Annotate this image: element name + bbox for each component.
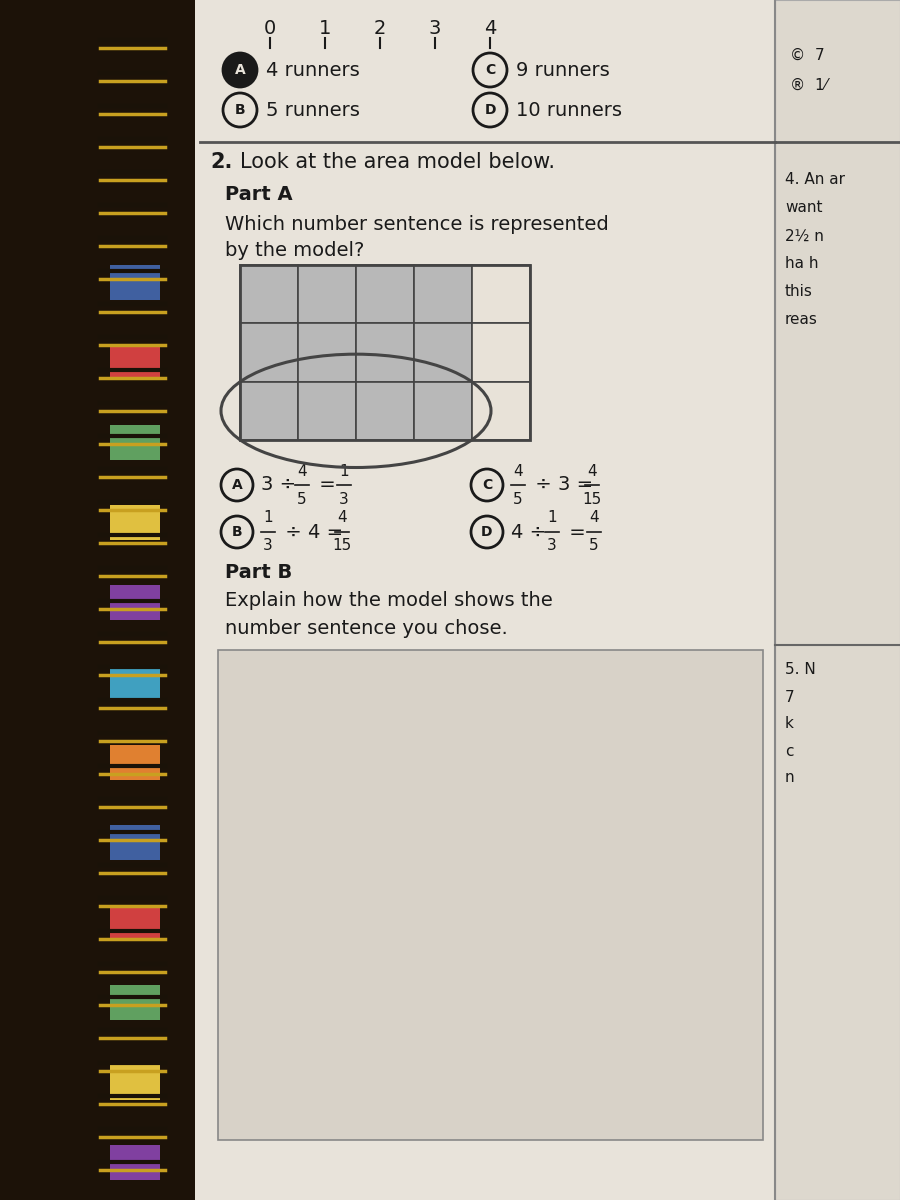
- Text: Part B: Part B: [225, 563, 292, 582]
- Text: ©  7: © 7: [790, 48, 824, 62]
- Bar: [298, 382, 356, 440]
- Bar: [414, 265, 472, 323]
- Text: A: A: [235, 62, 246, 77]
- Bar: [110, 1066, 160, 1100]
- Text: 3: 3: [547, 539, 557, 553]
- Text: 4. An ar: 4. An ar: [785, 173, 845, 187]
- Text: 3: 3: [263, 539, 273, 553]
- Text: C: C: [485, 62, 495, 77]
- Text: 4 runners: 4 runners: [266, 60, 360, 79]
- Bar: [298, 265, 356, 323]
- Text: 1: 1: [339, 463, 349, 479]
- Bar: [775, 0, 900, 1200]
- Bar: [110, 425, 160, 460]
- Text: want: want: [785, 200, 823, 216]
- Text: 9 runners: 9 runners: [516, 60, 610, 79]
- Text: 4: 4: [587, 463, 597, 479]
- Text: 2: 2: [374, 18, 386, 37]
- Text: 4: 4: [297, 463, 307, 479]
- Bar: [218, 650, 763, 1140]
- Text: 2½ n: 2½ n: [785, 228, 824, 244]
- Text: ha h: ha h: [785, 257, 818, 271]
- Text: B: B: [235, 103, 246, 116]
- Text: Part A: Part A: [225, 186, 292, 204]
- Text: Look at the area model below.: Look at the area model below.: [240, 152, 555, 172]
- Bar: [472, 323, 530, 382]
- Bar: [240, 323, 298, 382]
- Bar: [195, 0, 775, 1200]
- Text: c: c: [785, 744, 794, 758]
- Text: 3 ÷: 3 ÷: [261, 475, 302, 494]
- Text: 10 runners: 10 runners: [516, 101, 622, 120]
- Bar: [110, 265, 160, 300]
- Circle shape: [223, 53, 257, 86]
- Text: 2.: 2.: [210, 152, 232, 172]
- Text: C: C: [482, 478, 492, 492]
- Text: 1: 1: [547, 510, 557, 526]
- Text: 4: 4: [338, 510, 346, 526]
- Text: 4: 4: [590, 510, 598, 526]
- Text: k: k: [785, 716, 794, 732]
- Text: 15: 15: [582, 492, 601, 506]
- Bar: [240, 382, 298, 440]
- Text: 1: 1: [319, 18, 331, 37]
- Text: reas: reas: [785, 312, 818, 328]
- Text: D: D: [484, 103, 496, 116]
- Bar: [240, 265, 530, 440]
- Text: 3: 3: [428, 18, 441, 37]
- Text: 4: 4: [484, 18, 496, 37]
- Bar: [472, 382, 530, 440]
- Bar: [110, 505, 160, 540]
- Text: by the model?: by the model?: [225, 240, 364, 259]
- Text: =: =: [313, 475, 342, 494]
- Text: D: D: [482, 526, 493, 539]
- Text: ®  1⁄: ® 1⁄: [790, 78, 827, 92]
- Text: 1: 1: [263, 510, 273, 526]
- Text: 15: 15: [332, 539, 352, 553]
- Text: A: A: [231, 478, 242, 492]
- Bar: [356, 265, 414, 323]
- Bar: [110, 584, 160, 620]
- Bar: [472, 265, 530, 323]
- Text: this: this: [785, 284, 813, 300]
- Bar: [110, 905, 160, 940]
- Text: Explain how the model shows the: Explain how the model shows the: [225, 590, 553, 610]
- Bar: [414, 323, 472, 382]
- Bar: [110, 346, 160, 380]
- Text: 3: 3: [339, 492, 349, 506]
- Bar: [240, 265, 298, 323]
- Text: Which number sentence is represented: Which number sentence is represented: [225, 216, 608, 234]
- Text: 5: 5: [590, 539, 598, 553]
- Bar: [110, 665, 160, 700]
- Bar: [110, 1145, 160, 1180]
- Bar: [414, 382, 472, 440]
- Bar: [356, 323, 414, 382]
- Text: 4: 4: [513, 463, 523, 479]
- Text: 0: 0: [264, 18, 276, 37]
- Bar: [356, 382, 414, 440]
- Text: 4 ÷: 4 ÷: [511, 522, 553, 541]
- Bar: [298, 323, 356, 382]
- Text: 5: 5: [297, 492, 307, 506]
- Bar: [110, 745, 160, 780]
- Text: n: n: [785, 770, 795, 786]
- Text: ÷ 4 =: ÷ 4 =: [279, 522, 349, 541]
- Bar: [110, 826, 160, 860]
- Bar: [0, 0, 195, 1200]
- Bar: [110, 985, 160, 1020]
- Text: =: =: [563, 522, 592, 541]
- Text: 5 runners: 5 runners: [266, 101, 360, 120]
- Text: 5. N: 5. N: [785, 662, 815, 678]
- Text: ÷ 3 =: ÷ 3 =: [529, 475, 599, 494]
- Text: B: B: [231, 526, 242, 539]
- Text: 5: 5: [513, 492, 523, 506]
- Text: 7: 7: [785, 690, 795, 704]
- Text: number sentence you chose.: number sentence you chose.: [225, 618, 508, 637]
